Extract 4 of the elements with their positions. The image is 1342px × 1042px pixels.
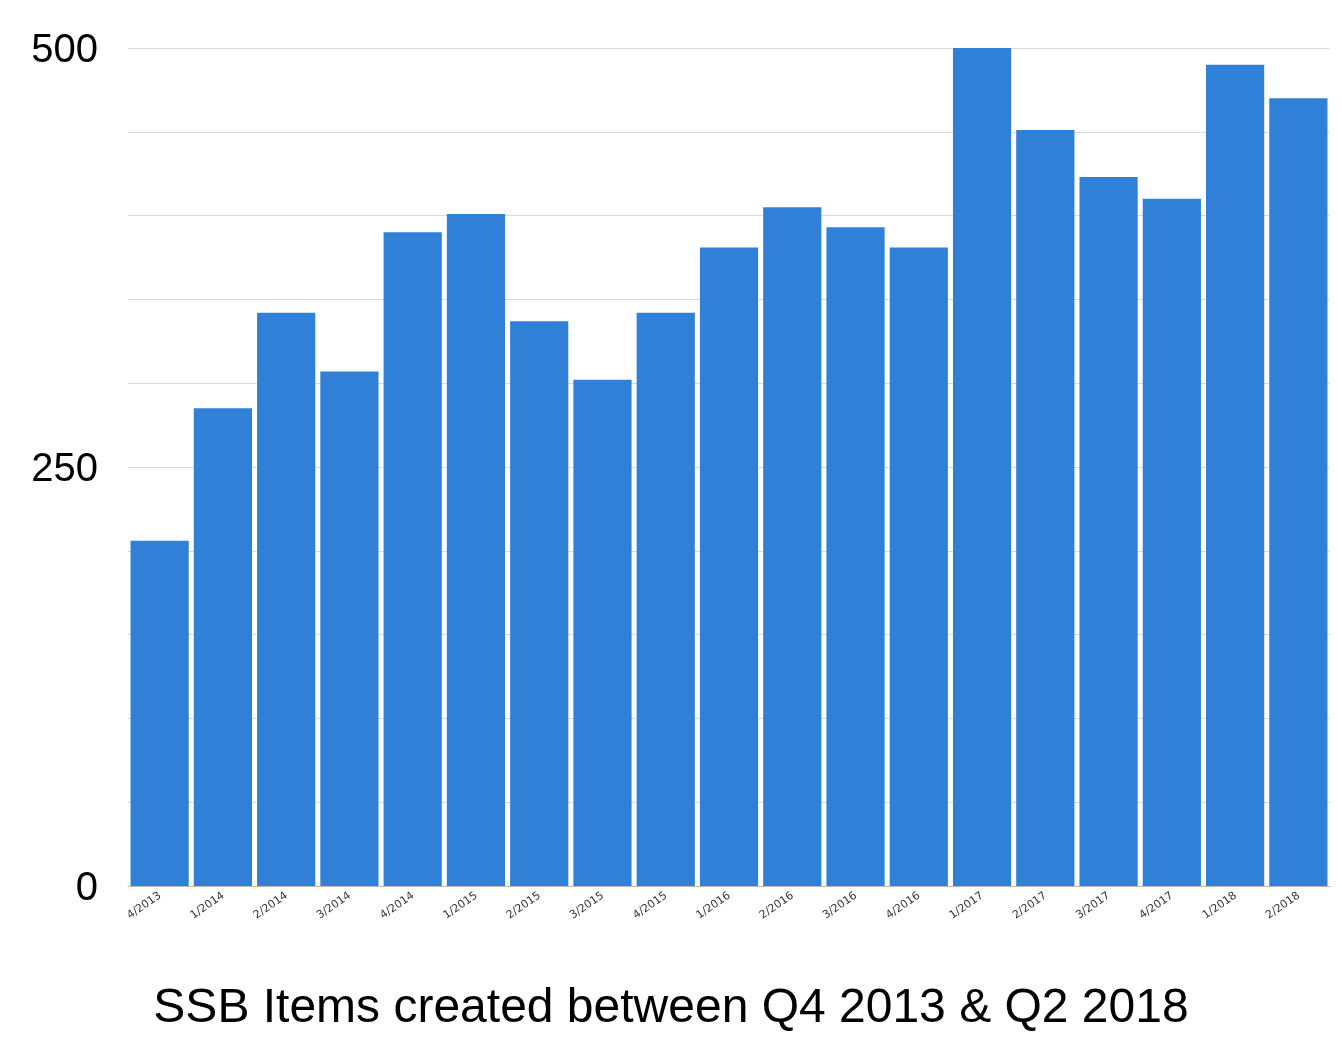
text: SSB Items created between Q4 2013 & Q2 2018 [153,978,1189,1032]
y-tick-label: 250 [31,445,98,489]
y-tick-label: 500 [31,26,98,70]
y-tick-label: 0 [75,864,98,908]
